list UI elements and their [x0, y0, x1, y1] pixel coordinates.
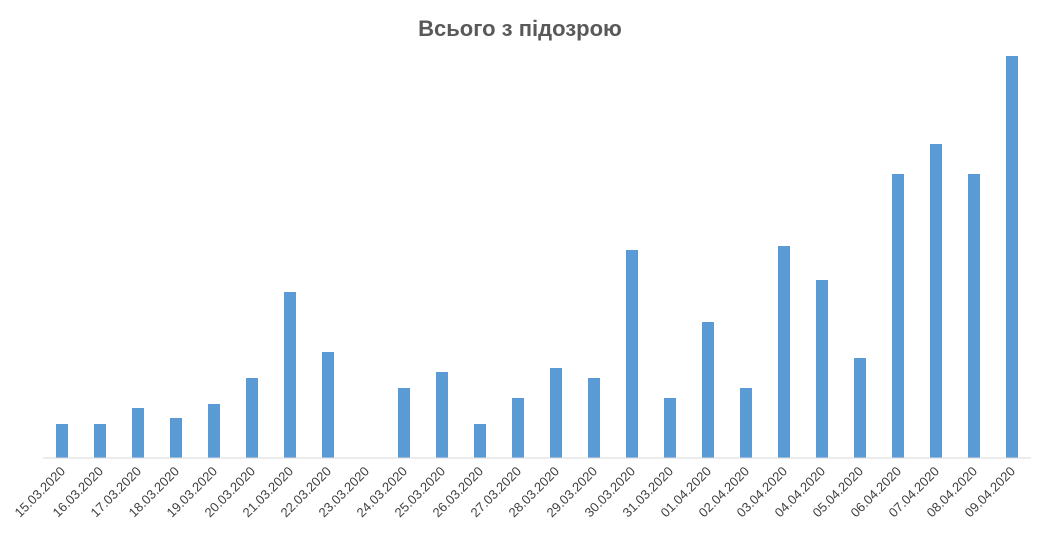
bar — [550, 368, 562, 458]
bar — [892, 174, 904, 458]
bar — [512, 398, 524, 458]
bar — [284, 292, 296, 458]
bar — [968, 174, 980, 458]
bar — [56, 424, 68, 458]
bar — [208, 404, 220, 458]
bar — [1006, 56, 1018, 458]
bar — [170, 418, 182, 458]
bar — [930, 144, 942, 458]
bar — [436, 372, 448, 458]
bar — [322, 352, 334, 458]
bar — [132, 408, 144, 458]
bar — [702, 322, 714, 458]
bar — [626, 250, 638, 458]
bar — [664, 398, 676, 458]
bar — [740, 388, 752, 458]
bar — [778, 246, 790, 458]
bar — [854, 358, 866, 458]
bar — [246, 378, 258, 458]
bar — [588, 378, 600, 458]
bar — [398, 388, 410, 458]
chart-title: Всього з підозрою — [418, 16, 622, 41]
bar — [94, 424, 106, 458]
bar — [474, 424, 486, 458]
bar — [816, 280, 828, 458]
